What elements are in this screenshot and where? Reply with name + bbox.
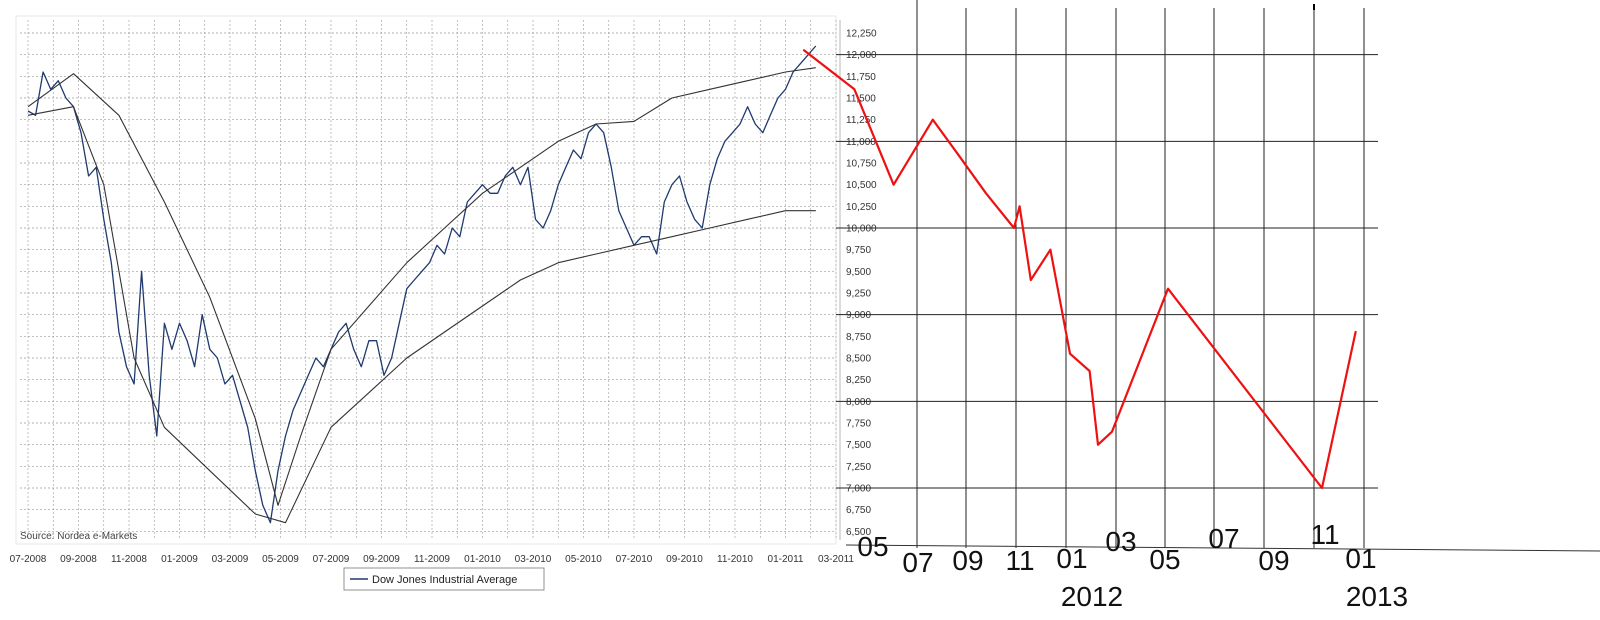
forecast-month-label: 01 <box>1056 543 1087 574</box>
x-tick-label: 07-2009 <box>313 554 350 565</box>
y-tick-label: 6,750 <box>846 505 871 516</box>
source-note: Source: Nordea e-Markets <box>20 531 137 542</box>
forecast-month-label: 07 <box>1208 523 1239 554</box>
y-tick-label: 10,250 <box>846 202 877 213</box>
forecast-month-label: 11 <box>1310 519 1339 550</box>
x-tick-label: 01-2011 <box>768 554 804 565</box>
forecast-year-label: 2013 <box>1346 581 1408 612</box>
forecast-month-label: 05 <box>857 531 888 562</box>
y-tick-label: 8,000 <box>846 397 871 408</box>
y-tick-label: 8,500 <box>846 354 871 365</box>
x-tick-label: 09-2008 <box>60 554 97 565</box>
y-tick-label: 10,000 <box>846 224 877 235</box>
lower-band-line <box>27 106 816 524</box>
forecast-month-label: 11 <box>1005 545 1034 576</box>
y-tick-label: 11,250 <box>846 115 876 126</box>
x-tick-label: 11-2010 <box>717 554 753 565</box>
y-tick-label: 7,750 <box>846 419 871 430</box>
upper-band-line <box>27 67 816 506</box>
y-tick-label: 12,250 <box>846 29 877 40</box>
forecast-month-label: 09 <box>1258 545 1289 576</box>
y-tick-label: 9,000 <box>846 310 871 321</box>
y-tick-label: 9,500 <box>846 267 871 278</box>
x-tick-label: 01-2009 <box>161 554 198 565</box>
forecast-baseline <box>845 544 1600 552</box>
dow-jones-chart: 6,500 6,750 7,000 7,250 7,500 7,750 8,000 8,250… <box>10 15 877 591</box>
x-tick-label: 01-2010 <box>464 554 501 565</box>
x-tick-label: 09-2010 <box>666 554 703 565</box>
x-tick-label: 11-2008 <box>111 554 147 565</box>
y-tick-label: 7,250 <box>846 462 871 473</box>
x-tick-label: 05-2009 <box>262 554 299 565</box>
dow-jones-line <box>27 45 817 524</box>
forecast-month-label: 05 <box>1149 544 1180 575</box>
y-tick-label: 9,750 <box>846 245 871 256</box>
x-tick-label: 03-2009 <box>212 554 249 565</box>
forecast-month-label: 01 <box>1345 543 1376 574</box>
y-tick-label: 6,500 <box>846 527 871 538</box>
legend-box <box>343 567 545 591</box>
forecast-month-label: 07 <box>902 547 933 578</box>
forecast-year-label: 2012 <box>1061 581 1123 612</box>
y-tick-label: 8,250 <box>846 375 871 386</box>
y-tick-label: 7,500 <box>846 440 871 451</box>
legend-label: Dow Jones Industrial Average <box>372 574 517 586</box>
y-tick-label: 7,000 <box>846 484 871 495</box>
y-tick-label: 10,750 <box>846 159 877 170</box>
x-tick-label: 03-2010 <box>515 554 552 565</box>
forecast-month-label: 09 <box>952 545 983 576</box>
y-tick-label: 12,000 <box>846 50 877 61</box>
forecast-red-line <box>802 49 1357 490</box>
x-tick-label: 05-2010 <box>565 554 602 565</box>
x-tick-label: 03-2011 <box>818 554 854 565</box>
y-tick-label: 11,750 <box>846 72 876 83</box>
y-tick-label: 10,500 <box>846 180 877 191</box>
plot-frame <box>15 15 837 545</box>
x-tick-label: 11-2009 <box>414 554 450 565</box>
x-tick-label: 07-2010 <box>616 554 653 565</box>
y-tick-label: 11,000 <box>846 137 876 148</box>
forecast-month-label: 03 <box>1105 526 1136 557</box>
y-tick-label: 11,500 <box>846 94 876 105</box>
x-tick-label: 09-2009 <box>363 554 400 565</box>
y-tick-label: 9,250 <box>846 289 871 300</box>
x-tick-label: 07-2008 <box>10 554 47 565</box>
y-tick-label: 8,750 <box>846 332 871 343</box>
